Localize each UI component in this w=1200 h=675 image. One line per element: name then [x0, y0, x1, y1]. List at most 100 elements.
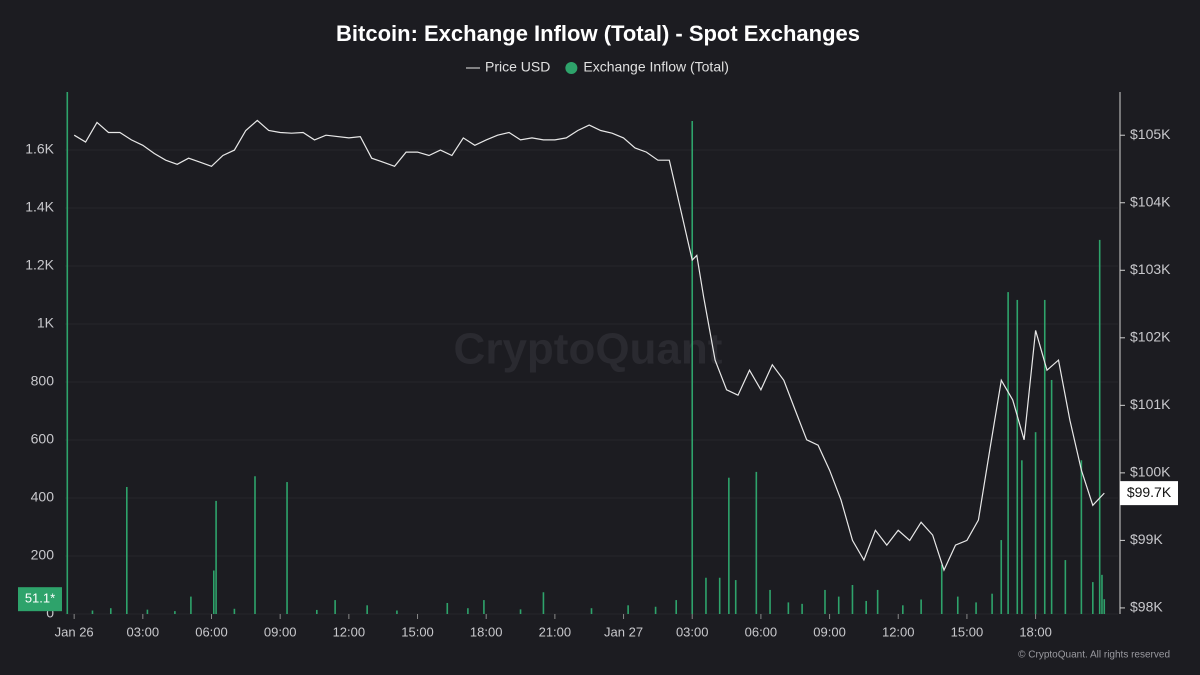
inflow-bar	[1098, 239, 1101, 614]
inflow-bar	[975, 602, 977, 614]
x-tick-label: 06:00	[195, 624, 228, 639]
inflow-bar	[728, 477, 730, 614]
last-value-box	[1120, 481, 1178, 506]
last-value-box	[18, 587, 62, 612]
y-tick-label: 600	[31, 431, 55, 447]
inflow-bar	[174, 611, 176, 614]
inflow-bar	[801, 603, 803, 614]
y2-tick-label: $102K	[1130, 329, 1171, 345]
inflow-bar	[366, 605, 368, 614]
inflow-bar	[734, 580, 737, 614]
x-tick-label: 15:00	[951, 624, 984, 639]
x-tick-label: 12:00	[882, 624, 915, 639]
inflow-bar	[1101, 574, 1103, 614]
inflow-bar	[1043, 299, 1046, 614]
inflow-bar	[837, 596, 840, 614]
inflow-bar	[1092, 582, 1094, 614]
x-tick-label: 18:00	[470, 624, 503, 639]
inflow-bar	[675, 600, 677, 614]
watermark: CryptoQuant	[454, 325, 723, 374]
inflow-bar	[865, 600, 867, 614]
inflow-bar	[1103, 599, 1106, 614]
inflow-bar	[1050, 379, 1053, 614]
y2-tick-label: $103K	[1130, 261, 1171, 277]
y-tick-label: 400	[31, 489, 55, 505]
inflow-bar	[991, 593, 993, 614]
inflow-bar	[1000, 540, 1003, 614]
inflow-bar	[1007, 292, 1009, 614]
inflow-bar	[1016, 299, 1019, 614]
inflow-bar	[467, 608, 469, 614]
inflow-bar	[254, 476, 256, 614]
y-tick-label: 0	[46, 605, 54, 621]
inflow-bar	[920, 599, 922, 614]
inflow-bar	[446, 602, 449, 614]
x-tick-label: Jan 27	[604, 624, 643, 639]
inflow-bar	[769, 589, 771, 614]
y2-tick-label: $104K	[1130, 193, 1171, 209]
x-tick-label: 18:00	[1019, 624, 1052, 639]
inflow-bar	[126, 486, 128, 614]
y2-tick-label: $98K	[1130, 599, 1163, 615]
inflow-bar	[787, 602, 790, 614]
x-tick-label: 03:00	[127, 624, 160, 639]
x-tick-label: 09:00	[813, 624, 846, 639]
x-tick-label: 12:00	[333, 624, 366, 639]
inflow-bar	[654, 606, 657, 614]
inflow-bar	[109, 608, 112, 614]
y2-tick-label: $100K	[1130, 464, 1171, 480]
x-tick-label: Jan 26	[55, 624, 94, 639]
x-tick-label: 15:00	[401, 624, 434, 639]
inflow-bar	[691, 121, 694, 614]
inflow-bar	[483, 600, 485, 614]
y-tick-label: 200	[31, 547, 55, 563]
price-line	[73, 119, 1105, 572]
inflow-bar	[824, 589, 826, 614]
inflow-bar	[705, 577, 707, 614]
inflow-bar	[1064, 560, 1067, 614]
legend-label: Exchange Inflow (Total)	[583, 59, 729, 75]
footer: © CryptoQuant. All rights reserved	[1018, 650, 1170, 661]
y2-tick-label: $99K	[1130, 531, 1163, 547]
inflow-bar	[334, 600, 336, 614]
chart-title: Bitcoin: Exchange Inflow (Total) - Spot …	[336, 21, 860, 46]
y-tick-label: 1.4K	[25, 199, 54, 215]
inflow-bar	[66, 92, 69, 614]
legend-label: Price USD	[485, 59, 550, 75]
inflow-bar	[1021, 460, 1023, 614]
inflow-bar	[755, 471, 758, 614]
inflow-bar	[590, 608, 593, 614]
inflow-bar	[91, 610, 94, 614]
inflow-bar	[233, 608, 236, 614]
x-tick-label: 03:00	[676, 624, 709, 639]
inflow-bar	[851, 585, 854, 614]
x-tick-label: 06:00	[745, 624, 778, 639]
inflow-bar	[956, 596, 959, 614]
inflow-bar	[940, 564, 943, 614]
inflow-bar	[1080, 460, 1083, 614]
inflow-bar	[146, 609, 149, 614]
inflow-bar	[212, 570, 215, 614]
y-tick-label: 1.2K	[25, 257, 54, 273]
x-tick-label: 09:00	[264, 624, 297, 639]
y2-tick-label: $101K	[1130, 396, 1171, 412]
inflow-bar	[396, 610, 398, 614]
inflow-bar	[316, 609, 318, 614]
inflow-bar	[876, 589, 879, 614]
inflow-bar	[190, 596, 192, 614]
y-tick-label: 1K	[37, 315, 55, 331]
y-tick-label: 800	[31, 373, 55, 389]
inflow-bar	[902, 605, 904, 614]
x-tick-label: 21:00	[539, 624, 572, 639]
legend-swatch	[565, 62, 578, 74]
last-value-label: 51.1*	[25, 591, 55, 606]
last-value-label: $99.7K	[1127, 484, 1172, 500]
inflow-bar	[215, 500, 217, 614]
inflow-bar	[627, 605, 629, 614]
inflow-bar	[718, 577, 721, 614]
y2-tick-label: $105K	[1130, 126, 1171, 142]
inflow-bar	[286, 482, 288, 614]
y-tick-label: 1.6K	[25, 141, 54, 157]
inflow-bar	[1034, 432, 1037, 614]
